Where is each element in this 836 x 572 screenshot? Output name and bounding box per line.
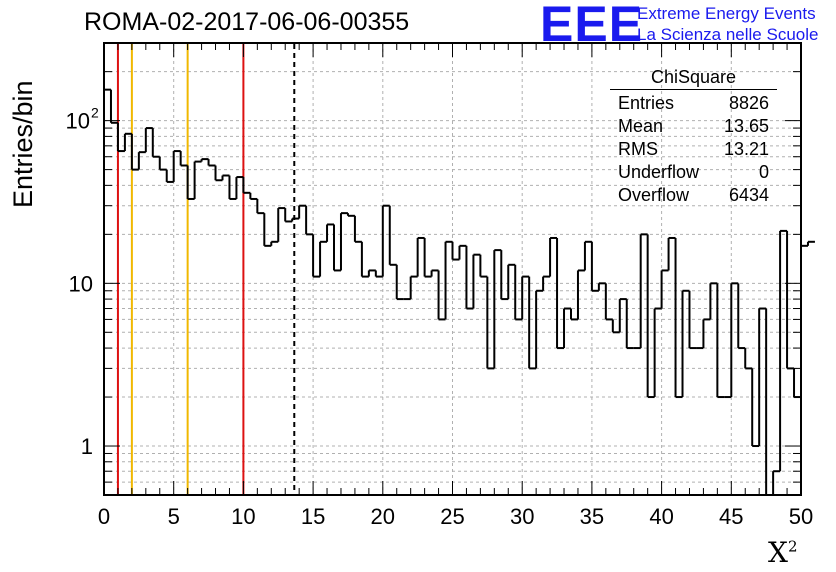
logo-caption-line2: La Scienza nelle Scuole — [637, 25, 819, 44]
x-tick-label: 5 — [168, 504, 180, 529]
x-tick-label: 10 — [231, 504, 255, 529]
stats-row-overflow: Overflow 6434 — [610, 184, 777, 207]
grid-layer — [104, 42, 801, 496]
stats-row-underflow: Underflow 0 — [610, 161, 777, 184]
stats-label: RMS — [618, 139, 658, 159]
stats-label: Entries — [618, 93, 675, 113]
x-axis-label-base: X — [768, 536, 788, 569]
stats-value: 6434 — [728, 185, 769, 205]
y-tick-label: 10 — [69, 271, 93, 296]
stats-label: Underflow — [618, 162, 700, 182]
x-tick-label: 45 — [719, 504, 743, 529]
stats-value: 13.21 — [723, 139, 769, 159]
x-tick-label: 0 — [98, 504, 110, 529]
stats-value: 0 — [758, 162, 769, 182]
stats-title: ChiSquare — [610, 67, 777, 90]
x-tick-label: 50 — [789, 504, 813, 529]
y-tick-label: 1 — [81, 434, 93, 459]
x-tick-label: 35 — [580, 504, 604, 529]
chart-title: ROMA-02-2017-06-06-00355 — [84, 8, 410, 36]
stats-row-mean: Mean 13.65 — [610, 115, 777, 138]
y-axis-label: Entries/bin — [8, 80, 38, 208]
histogram — [104, 88, 815, 496]
eee-logo: EEE — [540, 0, 644, 52]
x-tick-label: 30 — [510, 504, 534, 529]
x-axis-label-exponent: 2 — [787, 537, 798, 556]
y-tick-label: 10 — [66, 109, 90, 134]
y-tick-exponent: 2 — [91, 105, 99, 121]
stats-row-rms: RMS 13.21 — [610, 138, 777, 161]
stats-row-entries: Entries 8826 — [610, 92, 777, 115]
ticks — [103, 42, 802, 496]
stats-label: Mean — [618, 116, 664, 136]
logo-caption-line1: Extreme Energy Events — [637, 4, 816, 23]
x-tick-label: 20 — [371, 504, 395, 529]
reference-lines — [116, 44, 296, 494]
stats-label: Overflow — [618, 185, 690, 205]
x-tick-label: 25 — [440, 504, 464, 529]
x-axis-label: X2 — [768, 536, 797, 569]
stats-box: ChiSquare Entries 8826 Mean 13.65 RMS 13.21… — [610, 67, 777, 207]
x-tick-label: 15 — [301, 504, 325, 529]
x-tick-label: 40 — [649, 504, 673, 529]
stats-value: 13.65 — [723, 116, 769, 136]
stats-value: 8826 — [728, 93, 769, 113]
